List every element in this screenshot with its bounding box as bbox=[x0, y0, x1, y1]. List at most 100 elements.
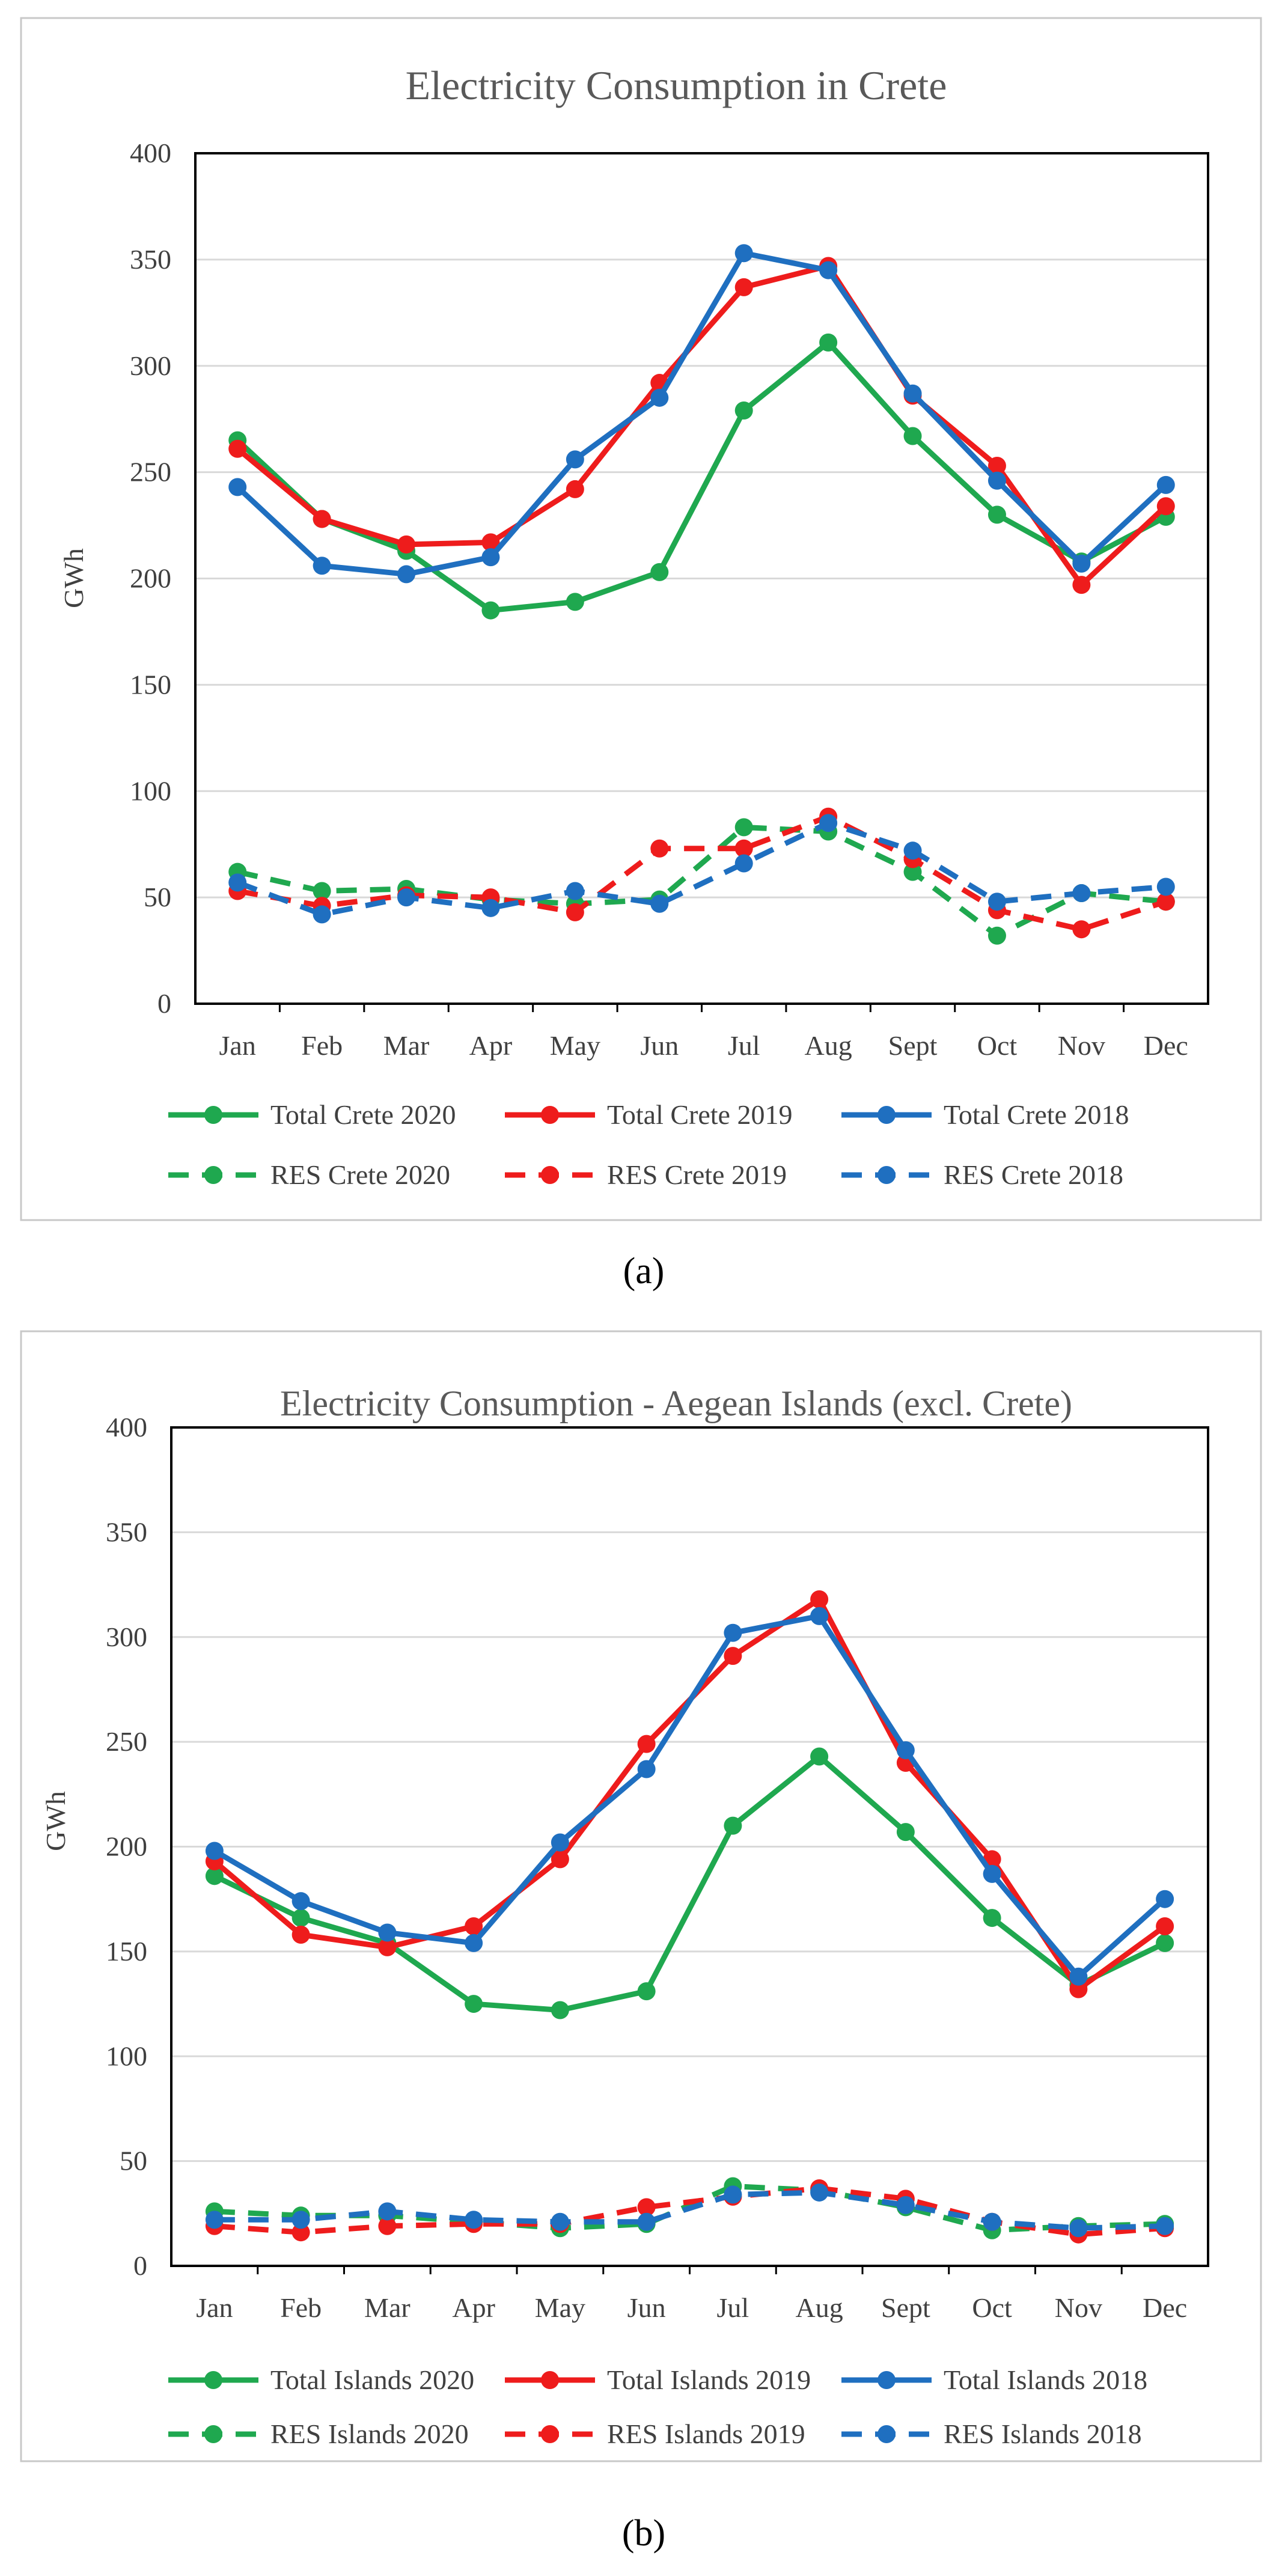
series-layer bbox=[228, 244, 1175, 945]
legend-item: RES Crete 2020 bbox=[168, 1159, 450, 1190]
data-point bbox=[903, 384, 922, 403]
data-point bbox=[1156, 497, 1175, 516]
data-point bbox=[1156, 1917, 1174, 1936]
y-tick-label: 350 bbox=[106, 1516, 147, 1547]
x-tick-label: Jan bbox=[219, 1030, 256, 1061]
y-tick-label: 0 bbox=[157, 988, 171, 1019]
data-point bbox=[378, 1938, 397, 1956]
x-tick-label: May bbox=[535, 2292, 585, 2323]
data-point bbox=[481, 548, 500, 567]
x-tick-label: Mar bbox=[364, 2292, 411, 2323]
legend-label: RES Crete 2019 bbox=[607, 1159, 787, 1190]
data-point bbox=[228, 439, 247, 458]
plot-area-border bbox=[194, 152, 1209, 1005]
data-point bbox=[313, 882, 331, 900]
series-line bbox=[237, 824, 1167, 939]
data-point bbox=[313, 557, 331, 575]
series-line bbox=[214, 2183, 1165, 2233]
data-point bbox=[987, 471, 1006, 490]
x-tick-label: Jun bbox=[640, 1030, 679, 1061]
legend-label: Total Crete 2018 bbox=[944, 1099, 1129, 1130]
data-point bbox=[378, 2217, 397, 2235]
data-point bbox=[1156, 1890, 1174, 1908]
data-point bbox=[378, 1923, 397, 1942]
x-tick-label: Aug bbox=[796, 2292, 843, 2323]
data-point bbox=[810, 1590, 829, 1608]
data-point bbox=[724, 1816, 742, 1835]
x-tick-label: Apr bbox=[469, 1030, 513, 1061]
legend-item: RES Islands 2019 bbox=[505, 2419, 805, 2449]
legend: Total Islands 2020 Total Islands 2019 Tota… bbox=[168, 2364, 1147, 2449]
data-point bbox=[566, 882, 584, 900]
chart-frame bbox=[20, 17, 1262, 1221]
y-tick-label: 300 bbox=[130, 350, 171, 381]
legend-label: Total Crete 2020 bbox=[270, 1099, 456, 1130]
data-point bbox=[987, 893, 1006, 911]
y-axis-label: GWh bbox=[40, 1791, 71, 1851]
legend-marker bbox=[541, 1106, 559, 1124]
x-tick-labels: Jan Feb Mar Apr May Jun Jul Aug Sept Oct Nov Dec bbox=[196, 2266, 1187, 2323]
data-point bbox=[1156, 475, 1175, 494]
series-line bbox=[236, 263, 1168, 588]
legend-marker bbox=[541, 1166, 559, 1184]
legend-item: RES Islands 2018 bbox=[841, 2419, 1142, 2449]
data-point bbox=[903, 427, 922, 445]
y-tick-label: 400 bbox=[106, 1412, 147, 1442]
series-layer bbox=[205, 1590, 1174, 2244]
data-point bbox=[205, 1842, 224, 1860]
data-point bbox=[397, 888, 416, 907]
gridlines bbox=[171, 1531, 1208, 2162]
data-point bbox=[734, 839, 753, 858]
series-total-islands-2018 bbox=[205, 1607, 1174, 1986]
data-point bbox=[983, 2212, 1001, 2231]
legend-item: Total Crete 2019 bbox=[505, 1099, 792, 1130]
data-point bbox=[228, 478, 247, 496]
data-point bbox=[810, 2183, 829, 2202]
legend-marker bbox=[204, 1106, 222, 1124]
data-point bbox=[819, 261, 838, 279]
x-tick-label: Mar bbox=[383, 1030, 430, 1061]
y-tick-label: 50 bbox=[120, 2146, 147, 2176]
data-point bbox=[465, 1995, 483, 2013]
data-point bbox=[724, 1647, 742, 1665]
y-tick-label: 200 bbox=[130, 563, 171, 594]
legend-label: Total Crete 2019 bbox=[607, 1099, 792, 1130]
caption-b: (b) bbox=[622, 2513, 665, 2554]
legend-item: Total Islands 2019 bbox=[505, 2364, 811, 2395]
data-point bbox=[637, 1735, 656, 1753]
data-point bbox=[724, 2185, 742, 2204]
data-point bbox=[551, 2001, 569, 2019]
chart-panel-a: Electricity Consumption in Crete GWh 0 50… bbox=[20, 17, 1262, 1221]
legend-item: RES Crete 2019 bbox=[505, 1159, 787, 1190]
data-point bbox=[734, 401, 753, 420]
series-line bbox=[214, 2190, 1165, 2231]
series-line bbox=[213, 1613, 1167, 1980]
x-tick-label: Oct bbox=[977, 1030, 1018, 1061]
series-total-crete-2018 bbox=[228, 244, 1175, 584]
y-tick-label: 250 bbox=[130, 457, 171, 487]
y-tick-label: 150 bbox=[130, 669, 171, 700]
legend-item: RES Crete 2018 bbox=[841, 1159, 1123, 1190]
x-tick-label: Feb bbox=[280, 2292, 322, 2323]
x-tick-label: Sept bbox=[881, 2292, 930, 2323]
data-point bbox=[987, 926, 1006, 945]
data-point bbox=[903, 862, 922, 881]
legend-marker bbox=[877, 1106, 896, 1124]
y-tick-label: 100 bbox=[130, 775, 171, 806]
series-total-crete-2019 bbox=[228, 257, 1175, 594]
chart-title: Electricity Consumption in Crete bbox=[406, 63, 947, 108]
plot-area-border bbox=[170, 1426, 1209, 2267]
data-point bbox=[566, 593, 584, 611]
data-point bbox=[983, 1864, 1001, 1883]
data-point bbox=[465, 2211, 483, 2229]
data-point bbox=[566, 903, 584, 921]
data-point bbox=[291, 1892, 310, 1911]
data-point bbox=[734, 278, 753, 296]
legend-marker bbox=[541, 2371, 559, 2389]
y-tick-labels: 0 50 100 150 200 250 300 350 400 bbox=[130, 138, 171, 1019]
y-tick-label: 200 bbox=[106, 1831, 147, 1862]
data-point bbox=[650, 839, 669, 858]
legend-marker bbox=[204, 2425, 222, 2443]
data-point bbox=[481, 601, 500, 620]
legend-item: RES Islands 2020 bbox=[168, 2419, 469, 2449]
